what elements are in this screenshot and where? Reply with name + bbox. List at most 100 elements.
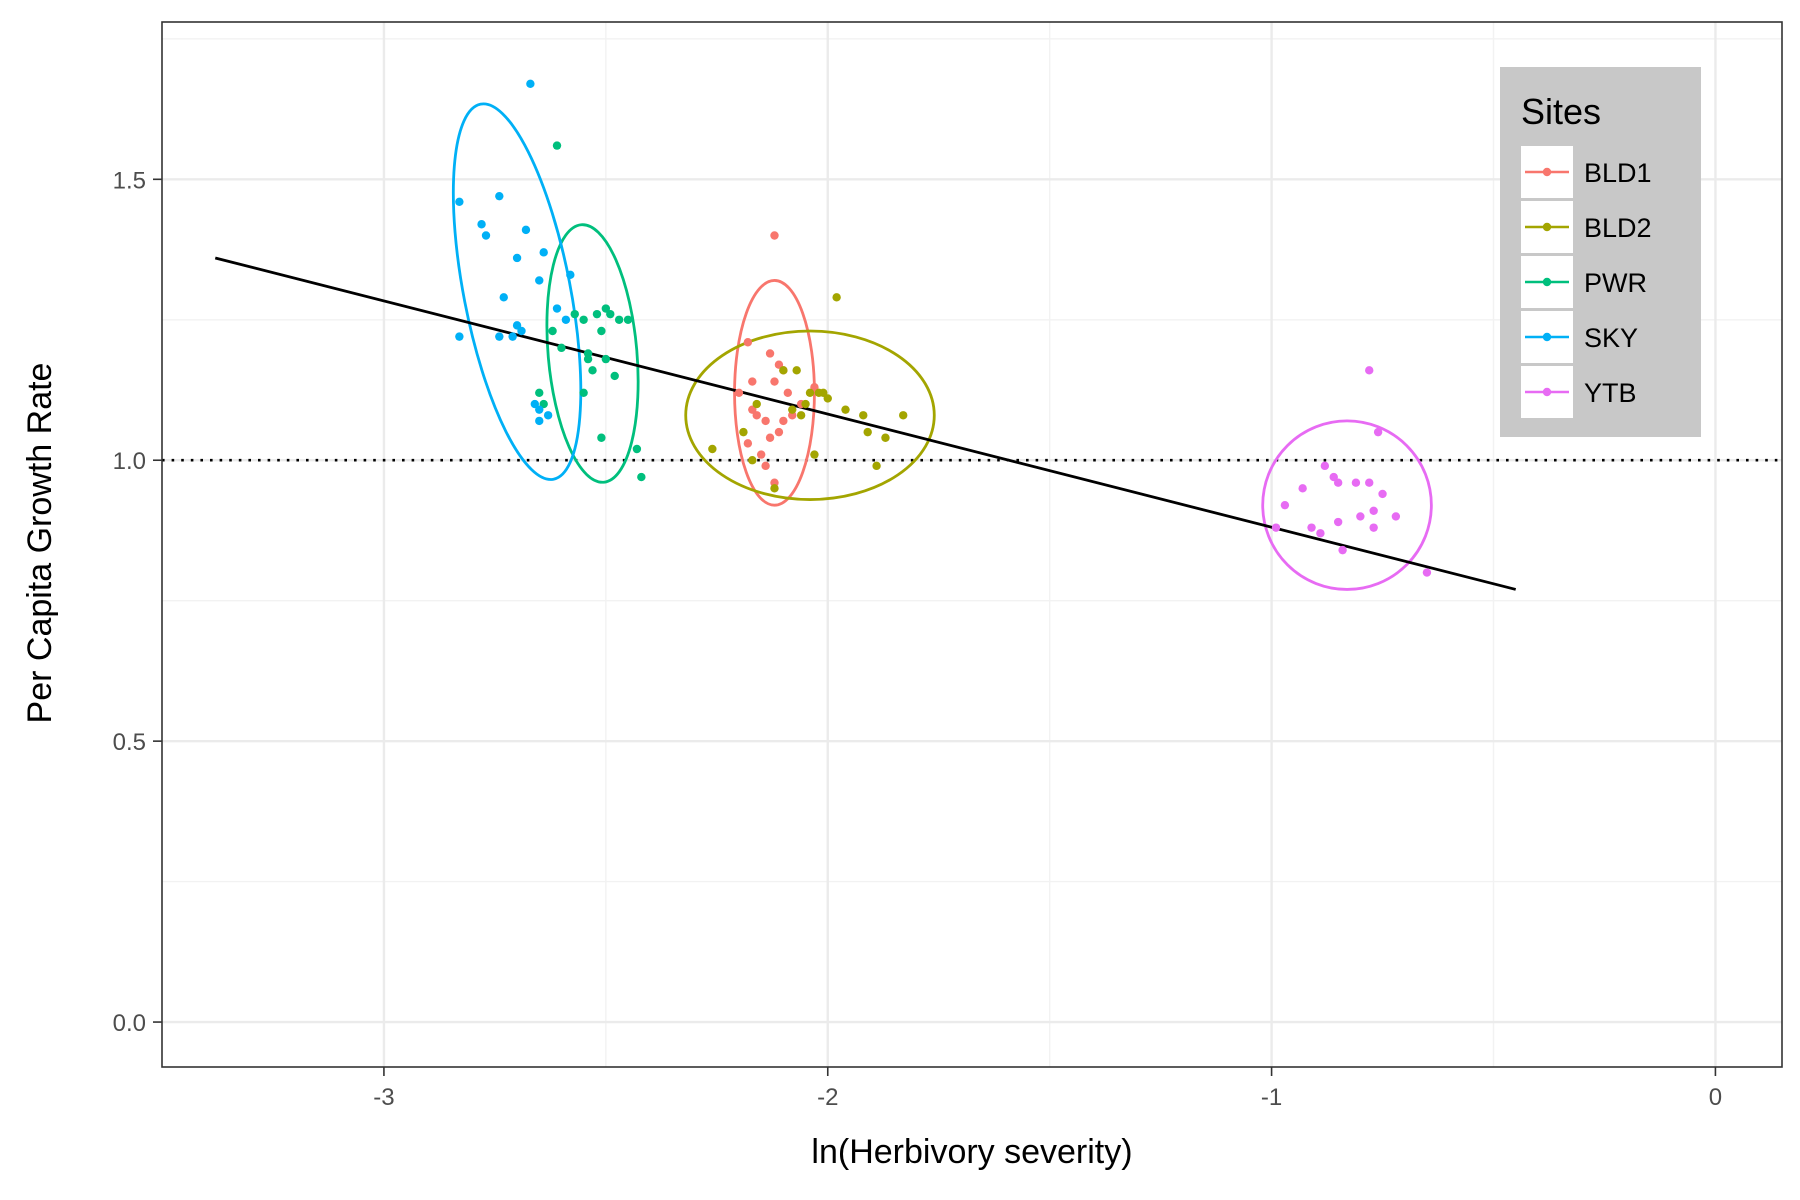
point-ytb: [1369, 523, 1378, 532]
trend-line-group: [214, 256, 1517, 591]
confidence-ellipses: [451, 102, 1433, 591]
point-bld1: [779, 416, 788, 426]
point-sky: [535, 276, 544, 285]
point-bld2: [863, 427, 872, 437]
point-sky: [539, 248, 548, 257]
point-bld2: [792, 366, 801, 375]
point-pwr: [548, 326, 557, 336]
y-tick-label: 1.5: [113, 167, 146, 194]
point-bld1: [743, 338, 753, 347]
point-bld2: [770, 484, 779, 493]
point-pwr: [579, 315, 588, 324]
point-bld1: [774, 427, 784, 437]
point-pwr: [597, 326, 606, 336]
point-bld1: [810, 382, 819, 392]
point-pwr: [601, 304, 611, 313]
point-bld1: [743, 439, 753, 448]
point-pwr: [632, 444, 642, 454]
point-bld1: [770, 231, 779, 240]
point-bld2: [841, 405, 850, 414]
y-tick-label: 0.0: [113, 1010, 146, 1037]
x-tick-label: -2: [817, 1084, 838, 1111]
x-axis-title: ln(Herbivory severity): [811, 1133, 1132, 1171]
point-bld1: [761, 461, 770, 471]
point-pwr: [614, 315, 624, 324]
x-tick-label: -3: [373, 1084, 394, 1111]
point-sky: [535, 416, 544, 426]
point-ytb: [1373, 427, 1383, 437]
point-sky: [512, 321, 522, 330]
trend-line: [214, 256, 1517, 591]
point-pwr: [570, 309, 579, 319]
legend-label-pwr: PWR: [1584, 268, 1647, 298]
point-sky: [543, 411, 553, 420]
point-ytb: [1329, 472, 1338, 482]
legend-key-point-bld2: [1542, 222, 1552, 232]
y-axis-title: Per Capita Growth Rate: [21, 363, 59, 724]
point-sky: [530, 399, 540, 409]
point-bld2: [752, 399, 761, 409]
point-bld2: [708, 444, 717, 454]
point-pwr: [588, 366, 597, 375]
point-sky: [517, 326, 526, 336]
point-bld1: [783, 388, 793, 398]
point-sky: [512, 253, 522, 263]
point-bld1: [756, 450, 766, 459]
point-bld1: [770, 377, 779, 386]
point-pwr: [610, 371, 619, 381]
point-ytb: [1320, 461, 1330, 471]
axis-tick-labels: -3 -2 -1 0 0.0 0.5 1.0 1.5: [113, 167, 1722, 1111]
point-ytb: [1422, 568, 1432, 577]
point-bld1: [765, 433, 775, 442]
legend-label-bld1: BLD1: [1584, 158, 1652, 188]
point-bld1: [752, 411, 761, 420]
legend-title: Sites: [1521, 91, 1601, 132]
point-bld1: [761, 416, 770, 426]
point-sky: [508, 332, 517, 341]
point-bld2: [899, 411, 908, 420]
legend-key-point-pwr: [1542, 277, 1552, 287]
point-bld1: [734, 388, 744, 398]
data-points: [455, 79, 1432, 577]
point-sky: [566, 270, 575, 280]
y-tick-label: 0.5: [113, 729, 146, 756]
point-bld1: [748, 405, 757, 414]
point-sky: [495, 332, 504, 341]
point-ytb: [1356, 512, 1365, 521]
plot-panel-border: [161, 21, 1783, 1068]
point-bld2: [796, 411, 806, 420]
legend: Sites BLD1 BLD2 PWR SKY YTB: [1500, 67, 1701, 437]
ellipse-bld2: [684, 329, 936, 501]
point-sky: [526, 79, 535, 89]
legend-key-point-sky: [1542, 332, 1552, 342]
point-bld2: [832, 293, 841, 302]
point-pwr: [606, 309, 615, 319]
point-bld2: [805, 388, 815, 398]
point-ytb: [1338, 545, 1347, 555]
point-sky: [455, 197, 464, 206]
point-pwr: [557, 343, 566, 353]
point-ytb: [1333, 517, 1343, 527]
ellipse-ytb: [1261, 419, 1433, 591]
point-pwr: [592, 309, 602, 319]
legend-key-point-bld1: [1542, 167, 1552, 177]
point-ytb: [1378, 489, 1387, 499]
point-sky: [535, 405, 544, 414]
point-bld2: [872, 461, 881, 471]
x-tick-label: 0: [1709, 1084, 1722, 1111]
point-sky: [561, 315, 571, 324]
point-ytb: [1271, 523, 1281, 532]
point-bld2: [748, 456, 757, 465]
point-ytb: [1333, 478, 1343, 487]
point-ytb: [1307, 523, 1316, 532]
point-ytb: [1391, 512, 1401, 521]
point-bld1: [748, 377, 757, 386]
ellipse-sky: [451, 102, 583, 481]
point-sky: [455, 332, 464, 341]
point-bld1: [774, 360, 784, 369]
point-bld1: [765, 349, 775, 358]
point-ytb: [1298, 484, 1307, 493]
point-sky: [521, 225, 531, 235]
legend-entries: BLD1 BLD2 PWR SKY YTB: [1521, 146, 1652, 418]
